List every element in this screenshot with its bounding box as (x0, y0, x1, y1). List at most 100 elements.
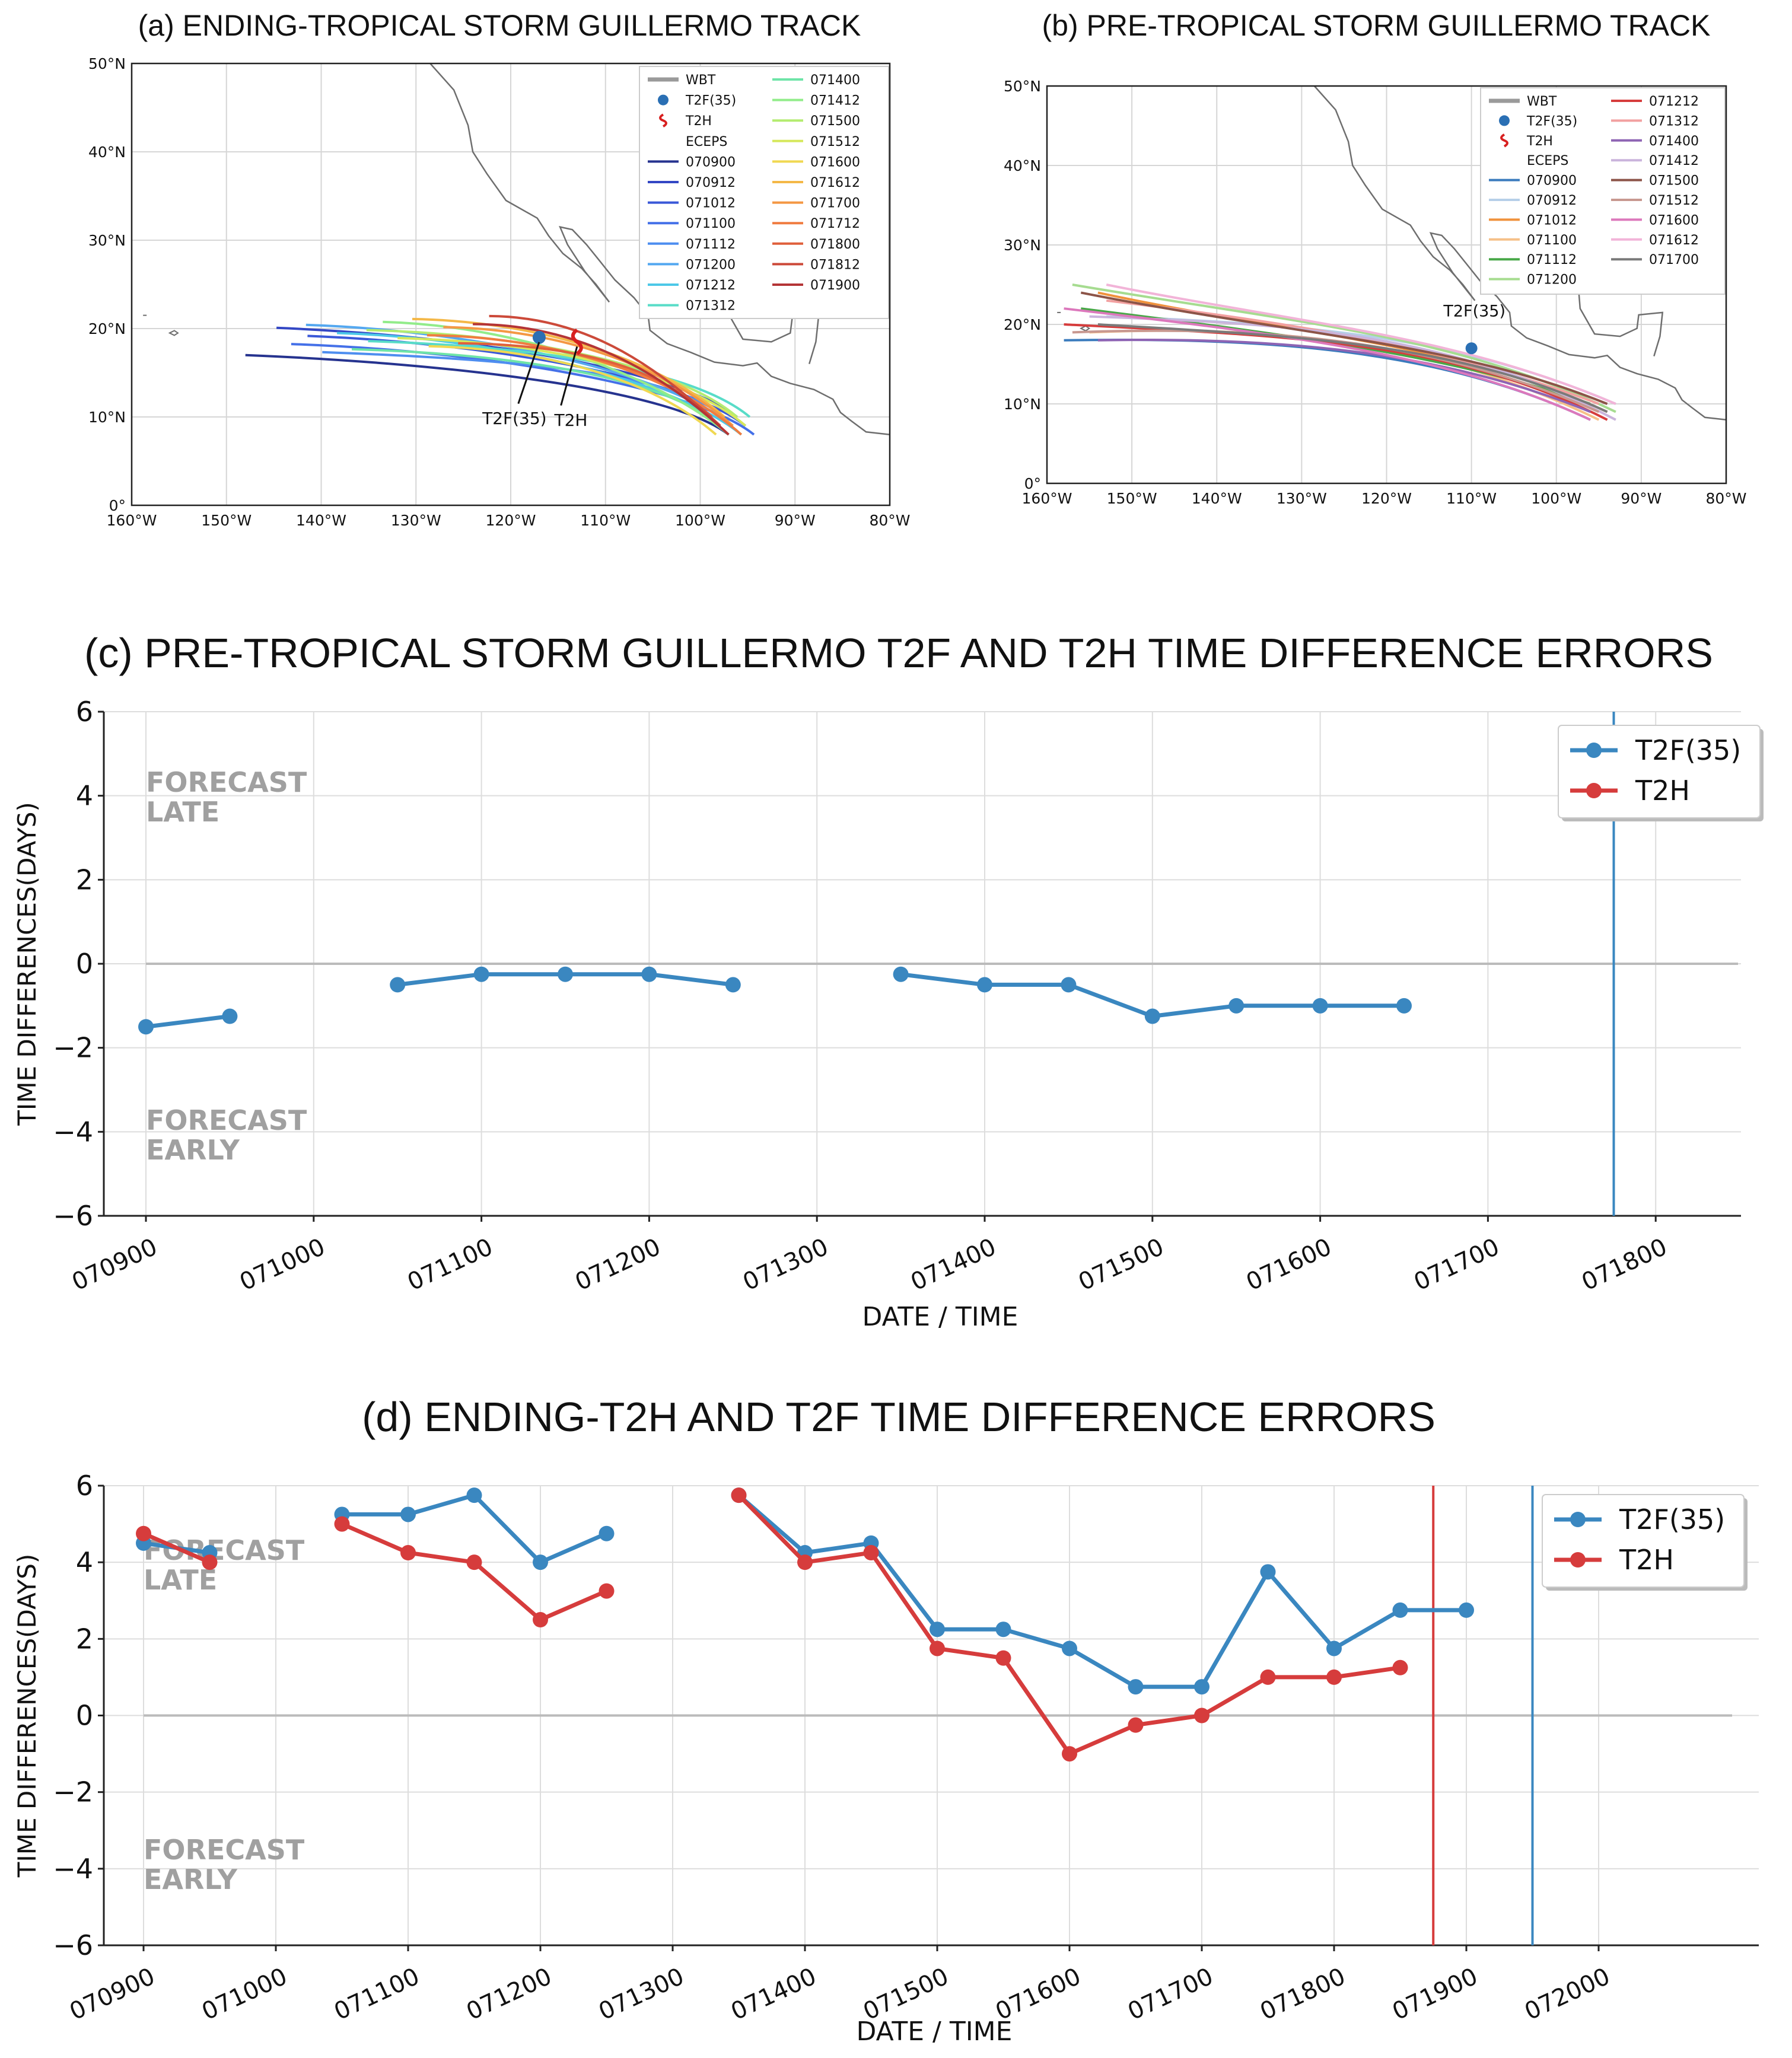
legend-label: 071100 (686, 216, 736, 231)
track-071612 (1106, 283, 1616, 405)
legend-label: 071400 (810, 73, 860, 88)
map-y-tick-label: 0° (1024, 475, 1041, 492)
map-x-tick-label: 110°W (580, 512, 631, 529)
map-y-tick-label: 50°N (1004, 78, 1041, 95)
legend-label: 071700 (1649, 253, 1699, 267)
data-point (334, 1516, 350, 1532)
legend-label: 071500 (810, 114, 860, 129)
data-point (1128, 1679, 1144, 1695)
map-y-tick-label: 10°N (1004, 396, 1041, 413)
annotation-forecast-early-2: EARLY (146, 1134, 240, 1166)
data-point (1144, 1008, 1160, 1024)
data-point (731, 1487, 747, 1503)
legend-label: WBT (1527, 94, 1557, 109)
y-tick-label: 4 (76, 1546, 93, 1578)
map-y-tick-label: 20°N (1004, 316, 1041, 333)
x-tick-label: 071700 (1123, 1963, 1217, 2025)
legend-marker-t2h (659, 113, 667, 128)
legend-marker (1586, 743, 1602, 758)
data-point (1194, 1707, 1209, 1724)
map-y-tick-label: 20°N (88, 320, 126, 337)
legend-label: 071600 (1649, 213, 1699, 228)
legend-label: T2H (1635, 775, 1690, 807)
track-071700 (1097, 323, 1608, 413)
data-point (1260, 1564, 1276, 1580)
map-x-tick-label: 80°W (869, 512, 910, 529)
legend-label: 071612 (810, 176, 860, 190)
map-y-tick-label: 40°N (88, 144, 126, 161)
map-x-tick-label: 130°W (391, 512, 441, 529)
legend-marker-t2f (658, 94, 669, 106)
map-frame (130, 62, 891, 506)
data-point (641, 966, 657, 982)
data-point (893, 966, 909, 982)
panel-title: (c) PRE-TROPICAL STORM GUILLERMO T2F AND… (84, 630, 1713, 676)
legend-label: 070912 (686, 176, 736, 190)
track-071600 (428, 345, 717, 436)
series-line (341, 1522, 607, 1622)
legend-label: 070900 (686, 155, 736, 170)
annotation-forecast-late-2: LATE (144, 1564, 217, 1596)
legend: T2F(35) T2H (1542, 1494, 1748, 1591)
coastline (429, 63, 890, 436)
line-panel-c: (c) PRE-TROPICAL STORM GUILLERMO T2F AND… (12, 630, 1764, 1332)
legend-label: T2H (1526, 134, 1553, 149)
track-071400 (1097, 339, 1591, 413)
map-panel-a: (a) ENDING-TROPICAL STORM GUILLERMO TRAC… (88, 9, 911, 529)
legend-label: 071500 (1649, 174, 1699, 189)
map-x-tick-label: 120°W (486, 512, 536, 529)
gulf-coastline (1577, 276, 1664, 356)
legend-marker (1570, 1512, 1586, 1527)
series-t2f (138, 966, 1412, 1035)
data-point (400, 1545, 416, 1561)
x-axis-label: DATE / TIME (857, 2016, 1013, 2047)
data-point (222, 1008, 238, 1024)
series-line (737, 1493, 1466, 1689)
legend: T2F(35) T2H (1558, 725, 1764, 821)
data-point (558, 966, 573, 982)
ensemble-tracks (1064, 283, 1616, 421)
series-t2h (136, 1487, 1408, 1762)
y-tick-label: 6 (76, 696, 93, 728)
map-panel-b: (b) PRE-TROPICAL STORM GUILLERMO TRACK 16… (1004, 9, 1747, 507)
x-tick-label: 071700 (1410, 1233, 1504, 1296)
data-point (136, 1525, 151, 1541)
track-071712 (426, 334, 743, 436)
label-t2h: T2H (553, 410, 587, 430)
y-tick-label: 0 (76, 1700, 93, 1732)
data-point (1326, 1669, 1342, 1685)
legend-label: 071200 (686, 257, 736, 272)
data-point (533, 1612, 548, 1628)
x-tick-label: 071100 (330, 1963, 424, 2025)
panel-title: (d) ENDING-T2H AND T2F TIME DIFFERENCE E… (362, 1394, 1435, 1440)
legend-label: 071700 (810, 196, 860, 211)
legend-marker-t2f (1499, 115, 1510, 126)
legend-label: WBT (686, 73, 716, 88)
legend-marker (1570, 1552, 1586, 1568)
data-point (1396, 998, 1412, 1014)
data-point (533, 1554, 548, 1570)
legend-label: 071112 (686, 237, 736, 252)
data-point (930, 1621, 945, 1638)
x-axis-label: DATE / TIME (862, 1302, 1018, 1332)
x-tick-label: 071000 (235, 1233, 329, 1296)
x-tick-label: 071000 (198, 1963, 291, 2025)
legend-label: 070900 (1527, 174, 1577, 189)
data-point (995, 1621, 1011, 1638)
y-tick-label: −4 (53, 1116, 93, 1148)
legend-label: 071212 (1649, 94, 1699, 109)
x-tick-label: 071300 (739, 1233, 833, 1296)
legend-label: T2F(35) (685, 94, 736, 109)
label-leader-t2h (560, 346, 578, 406)
y-tick-label: 4 (76, 780, 93, 812)
map-legend: WBT T2F(35) T2H ECEPS 070900 070912 071012 0711… (1480, 87, 1726, 295)
legend-label: ECEPS (686, 135, 727, 149)
annotation-forecast-early-1: FORECAST (144, 1834, 305, 1866)
x-tick-label: 071400 (727, 1963, 820, 2025)
marker-t2f (1465, 342, 1478, 355)
map-y-tick-label: 30°N (88, 232, 126, 249)
y-tick-label: 2 (76, 864, 93, 896)
map-legend: WBT T2F(35) T2H ECEPS 070900 070912 071012 0711… (639, 66, 889, 319)
x-tick-label: 072000 (1520, 1963, 1614, 2025)
